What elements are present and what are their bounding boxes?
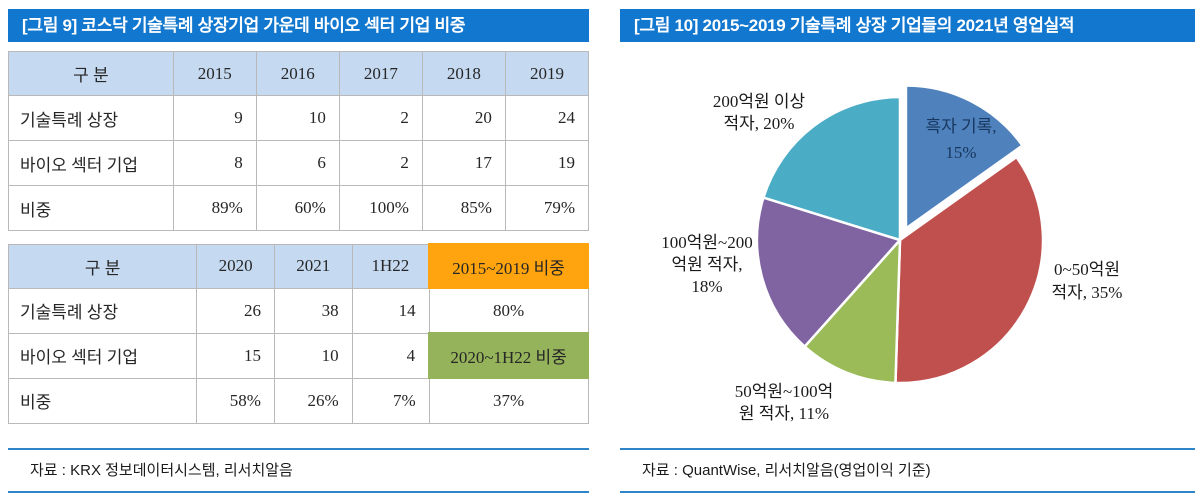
table-row: 비중 58% 26% 7% 37%: [7, 377, 589, 424]
cell-value: 79%: [504, 185, 590, 231]
col-header: 구 분: [8, 51, 174, 96]
cell-value: 24: [504, 95, 590, 141]
table-row: 바이오 섹터 기업 8 6 2 17 19: [8, 140, 590, 186]
cell-value-orange-box: 80%: [428, 287, 589, 334]
cell-value: 26%: [273, 377, 353, 424]
pie-label-loss-0-50: 0~50억원: [1054, 260, 1120, 279]
pie-label-loss-50-100: 원 적자, 11%: [739, 404, 829, 423]
cell-value: 26: [196, 287, 275, 334]
figure9-table-2020-1h22: 구 분 2020 2021 1H22 2015~2019 비중 기술특례 상장 …: [7, 243, 589, 424]
pie-label-surplus: 15%: [945, 143, 976, 162]
pie-label-loss-100-200: 100억원~200: [661, 233, 752, 252]
pie-label-loss-100-200: 18%: [691, 277, 722, 296]
figure10-source: 자료 : QuantWise, 리서치알음(영업이익 기준): [620, 448, 1195, 493]
table-row: 기술특례 상장 26 38 14 80%: [7, 287, 589, 334]
cell-value: 19: [504, 140, 590, 186]
pie-slice-surplus: [904, 84, 1024, 230]
row-label: 비중: [7, 377, 198, 424]
pie-slice-loss-200-plus: [762, 95, 902, 242]
row-label: 바이오 섹터 기업: [8, 140, 174, 186]
pie-slice-loss-50-100: [803, 238, 902, 385]
pie-label-loss-100-200: 억원 적자,: [671, 255, 742, 274]
col-header: 2020: [196, 243, 275, 289]
pie-label-loss-200-plus: 적자, 20%: [724, 114, 795, 133]
row-label: 비중: [8, 185, 174, 231]
figure9-table-2015-2019: 구 분 2015 2016 2017 2018 2019 기술특례 상장 9 1…: [8, 51, 590, 231]
col-header: 2018: [421, 51, 506, 96]
figure10-title-text: [그림 10] 2015~2019 기술특례 상장 기업들의 2021년 영업실…: [634, 16, 1075, 35]
figure10-panel: [그림 10] 2015~2019 기술특례 상장 기업들의 2021년 영업실…: [620, 9, 1195, 493]
col-header: 구 분: [7, 243, 198, 289]
cell-value: 20: [421, 95, 506, 141]
cell-value: 9: [172, 95, 257, 141]
cell-value: 4: [351, 332, 430, 379]
col-header: 2015: [172, 51, 257, 96]
figure10-source-text: 자료 : QuantWise, 리서치알음(영업이익 기준): [642, 462, 931, 479]
table-row: 바이오 섹터 기업 15 10 4 2020~1H22 비중: [7, 332, 589, 379]
col-header: 1H22: [351, 243, 430, 289]
pie-slice-loss-0-50: [894, 155, 1045, 385]
pie-label-surplus: 흑자 기록,: [925, 117, 996, 136]
col-header: 2019: [504, 51, 590, 96]
cell-value: 38: [273, 287, 353, 334]
cell-value: 7%: [351, 377, 430, 424]
table-row: 기술특례 상장 9 10 2 20 24: [8, 95, 590, 141]
pie-slice-loss-100-200: [755, 196, 902, 348]
cell-value: 15: [196, 332, 275, 379]
pie-label-loss-50-100: 50억원~100억: [735, 382, 834, 401]
cell-value: 10: [255, 95, 340, 141]
cell-value: 14: [351, 287, 430, 334]
figure9-panel: [그림 9] 코스닥 기술특례 상장기업 가운데 바이오 섹터 기업 비중 구 …: [7, 9, 590, 493]
table-row: 비중 89% 60% 100% 85% 79%: [8, 185, 590, 231]
col-header: 2017: [338, 51, 423, 96]
row-label: 바이오 섹터 기업: [7, 332, 198, 379]
cell-value: 10: [273, 332, 353, 379]
cell-value-green-box: 37%: [428, 377, 589, 424]
figure10-title: [그림 10] 2015~2019 기술특례 상장 기업들의 2021년 영업실…: [620, 9, 1195, 42]
figure9-source: 자료 : KRX 정보데이터시스템, 리서치알음: [8, 448, 589, 493]
cell-value: 89%: [172, 185, 257, 231]
cell-value: 60%: [255, 185, 340, 231]
pie-label-loss-200-plus: 200억원 이상: [713, 92, 806, 111]
cell-value: 100%: [338, 185, 423, 231]
cell-value: 8: [172, 140, 257, 186]
table-header-row: 구 분 2020 2021 1H22 2015~2019 비중: [7, 243, 589, 289]
cell-value: 2: [338, 95, 423, 141]
figure9-title: [그림 9] 코스닥 기술특례 상장기업 가운데 바이오 섹터 기업 비중: [8, 9, 589, 42]
col-header-highlight-orange: 2015~2019 비중: [428, 243, 589, 289]
cell-header-highlight-green: 2020~1H22 비중: [428, 332, 589, 379]
row-label: 기술특례 상장: [7, 287, 198, 334]
col-header: 2016: [255, 51, 340, 96]
pie-label-loss-0-50: 적자, 35%: [1052, 283, 1123, 302]
cell-value: 85%: [421, 185, 506, 231]
col-header: 2021: [273, 243, 353, 289]
cell-value: 17: [421, 140, 506, 186]
cell-value: 58%: [196, 377, 275, 424]
figure9-title-text: [그림 9] 코스닥 기술특례 상장기업 가운데 바이오 섹터 기업 비중: [22, 16, 466, 35]
table-header-row: 구 분 2015 2016 2017 2018 2019: [8, 51, 590, 96]
figure9-source-text: 자료 : KRX 정보데이터시스템, 리서치알음: [30, 462, 293, 479]
row-label: 기술특례 상장: [8, 95, 174, 141]
cell-value: 2: [338, 140, 423, 186]
cell-value: 6: [255, 140, 340, 186]
